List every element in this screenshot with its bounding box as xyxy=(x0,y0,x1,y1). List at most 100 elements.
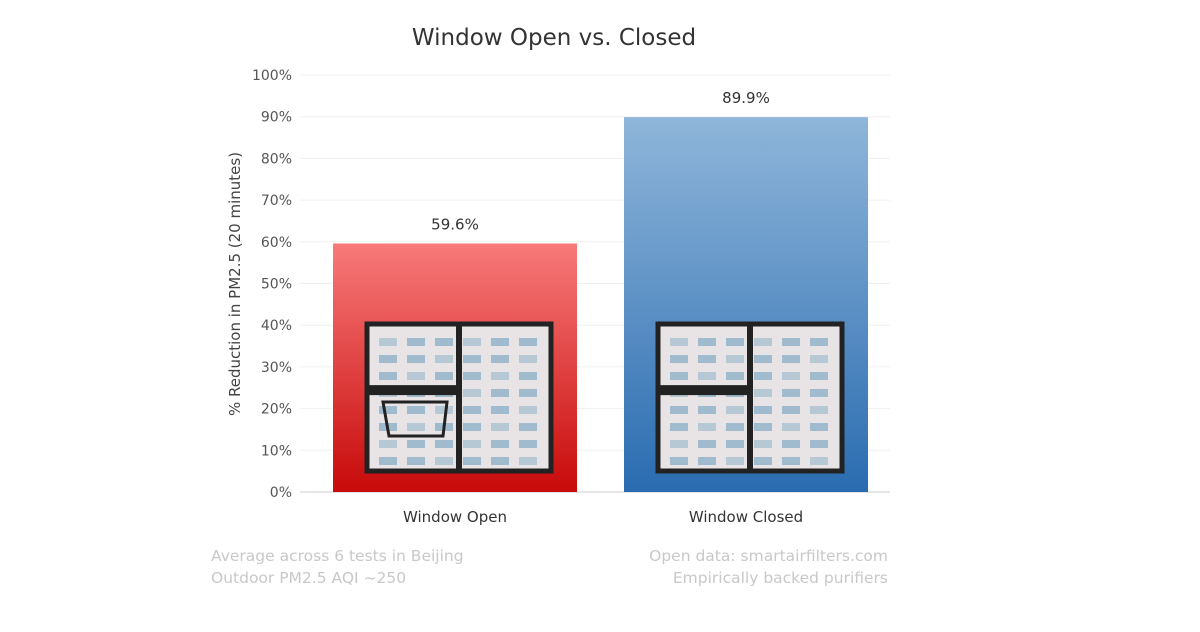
building-window xyxy=(782,355,800,363)
building-window xyxy=(670,440,688,448)
building-window xyxy=(782,389,800,397)
building-window xyxy=(491,406,509,414)
building-window xyxy=(754,457,772,465)
building-window xyxy=(810,406,828,414)
building-window xyxy=(379,338,397,346)
building-window xyxy=(782,457,800,465)
building-window xyxy=(463,423,481,431)
y-tick-label: 0% xyxy=(270,485,292,501)
building-window xyxy=(519,389,537,397)
building-window xyxy=(670,423,688,431)
building-window xyxy=(726,355,744,363)
building-window xyxy=(670,406,688,414)
building-window xyxy=(491,423,509,431)
building-window xyxy=(435,355,453,363)
building-window xyxy=(810,440,828,448)
building-window xyxy=(435,440,453,448)
building-window xyxy=(754,372,772,380)
building-window xyxy=(407,406,425,414)
building-window xyxy=(491,355,509,363)
y-tick-label: 80% xyxy=(261,151,292,167)
closed-window-photo-icon xyxy=(655,321,845,474)
y-axis-label: % Reduction in PM2.5 (20 minutes) xyxy=(226,152,244,416)
building-window xyxy=(491,338,509,346)
building-window xyxy=(435,406,453,414)
building-window xyxy=(782,440,800,448)
building-window xyxy=(463,372,481,380)
building-window xyxy=(754,440,772,448)
building-window xyxy=(491,440,509,448)
building-window xyxy=(519,406,537,414)
building-window xyxy=(698,355,716,363)
y-tick-label: 100% xyxy=(252,68,292,84)
y-tick-label: 60% xyxy=(261,235,292,251)
building-window xyxy=(407,423,425,431)
building-window xyxy=(407,338,425,346)
building-window xyxy=(726,406,744,414)
footnote-right-2: Empirically backed purifiers xyxy=(673,569,888,587)
building-window xyxy=(519,440,537,448)
building-window xyxy=(810,355,828,363)
building-window xyxy=(519,355,537,363)
y-tick-label: 50% xyxy=(261,277,292,293)
building-window xyxy=(754,389,772,397)
y-tick-label: 10% xyxy=(261,443,292,459)
building-window xyxy=(519,372,537,380)
chart-title: Window Open vs. Closed xyxy=(412,25,696,51)
building-window xyxy=(463,355,481,363)
building-window xyxy=(810,338,828,346)
building-window xyxy=(491,372,509,380)
building-window xyxy=(726,372,744,380)
y-tick-label: 70% xyxy=(261,193,292,209)
building-window xyxy=(782,372,800,380)
open-window-photo-icon xyxy=(364,321,554,474)
x-tick-label: Window Closed xyxy=(689,508,803,526)
data-label: 59.6% xyxy=(431,215,479,233)
building-window xyxy=(754,423,772,431)
building-window xyxy=(726,440,744,448)
building-window xyxy=(754,338,772,346)
building-window xyxy=(782,423,800,431)
building-window xyxy=(810,457,828,465)
y-tick-label: 90% xyxy=(261,110,292,126)
building-window xyxy=(379,406,397,414)
building-window xyxy=(491,389,509,397)
building-window xyxy=(754,355,772,363)
footnote-left-1: Average across 6 tests in Beijing xyxy=(211,547,464,565)
building-window xyxy=(726,338,744,346)
building-window xyxy=(463,389,481,397)
building-window xyxy=(698,338,716,346)
data-label: 89.9% xyxy=(722,89,770,107)
footnote-right-1: Open data: smartairfilters.com xyxy=(649,547,888,565)
building-window xyxy=(670,372,688,380)
building-window xyxy=(726,423,744,431)
building-window xyxy=(670,355,688,363)
building-window xyxy=(754,406,772,414)
building-window xyxy=(491,457,509,465)
building-window xyxy=(670,457,688,465)
building-window xyxy=(782,338,800,346)
building-window xyxy=(698,423,716,431)
y-tick-label: 30% xyxy=(261,360,292,376)
x-tick-label: Window Open xyxy=(403,508,507,526)
building-window xyxy=(698,457,716,465)
building-window xyxy=(810,423,828,431)
building-window xyxy=(407,372,425,380)
building-window xyxy=(698,440,716,448)
building-window xyxy=(407,355,425,363)
building-window xyxy=(519,423,537,431)
building-window xyxy=(435,457,453,465)
building-window xyxy=(379,355,397,363)
building-window xyxy=(810,389,828,397)
building-window xyxy=(698,372,716,380)
building-window xyxy=(407,440,425,448)
building-window xyxy=(810,372,828,380)
building-window xyxy=(435,372,453,380)
y-tick-label: 40% xyxy=(261,318,292,334)
y-tick-label: 20% xyxy=(261,402,292,418)
building-window xyxy=(698,406,716,414)
building-window xyxy=(463,457,481,465)
footnote-left-2: Outdoor PM2.5 AQI ~250 xyxy=(211,569,406,587)
building-window xyxy=(463,338,481,346)
